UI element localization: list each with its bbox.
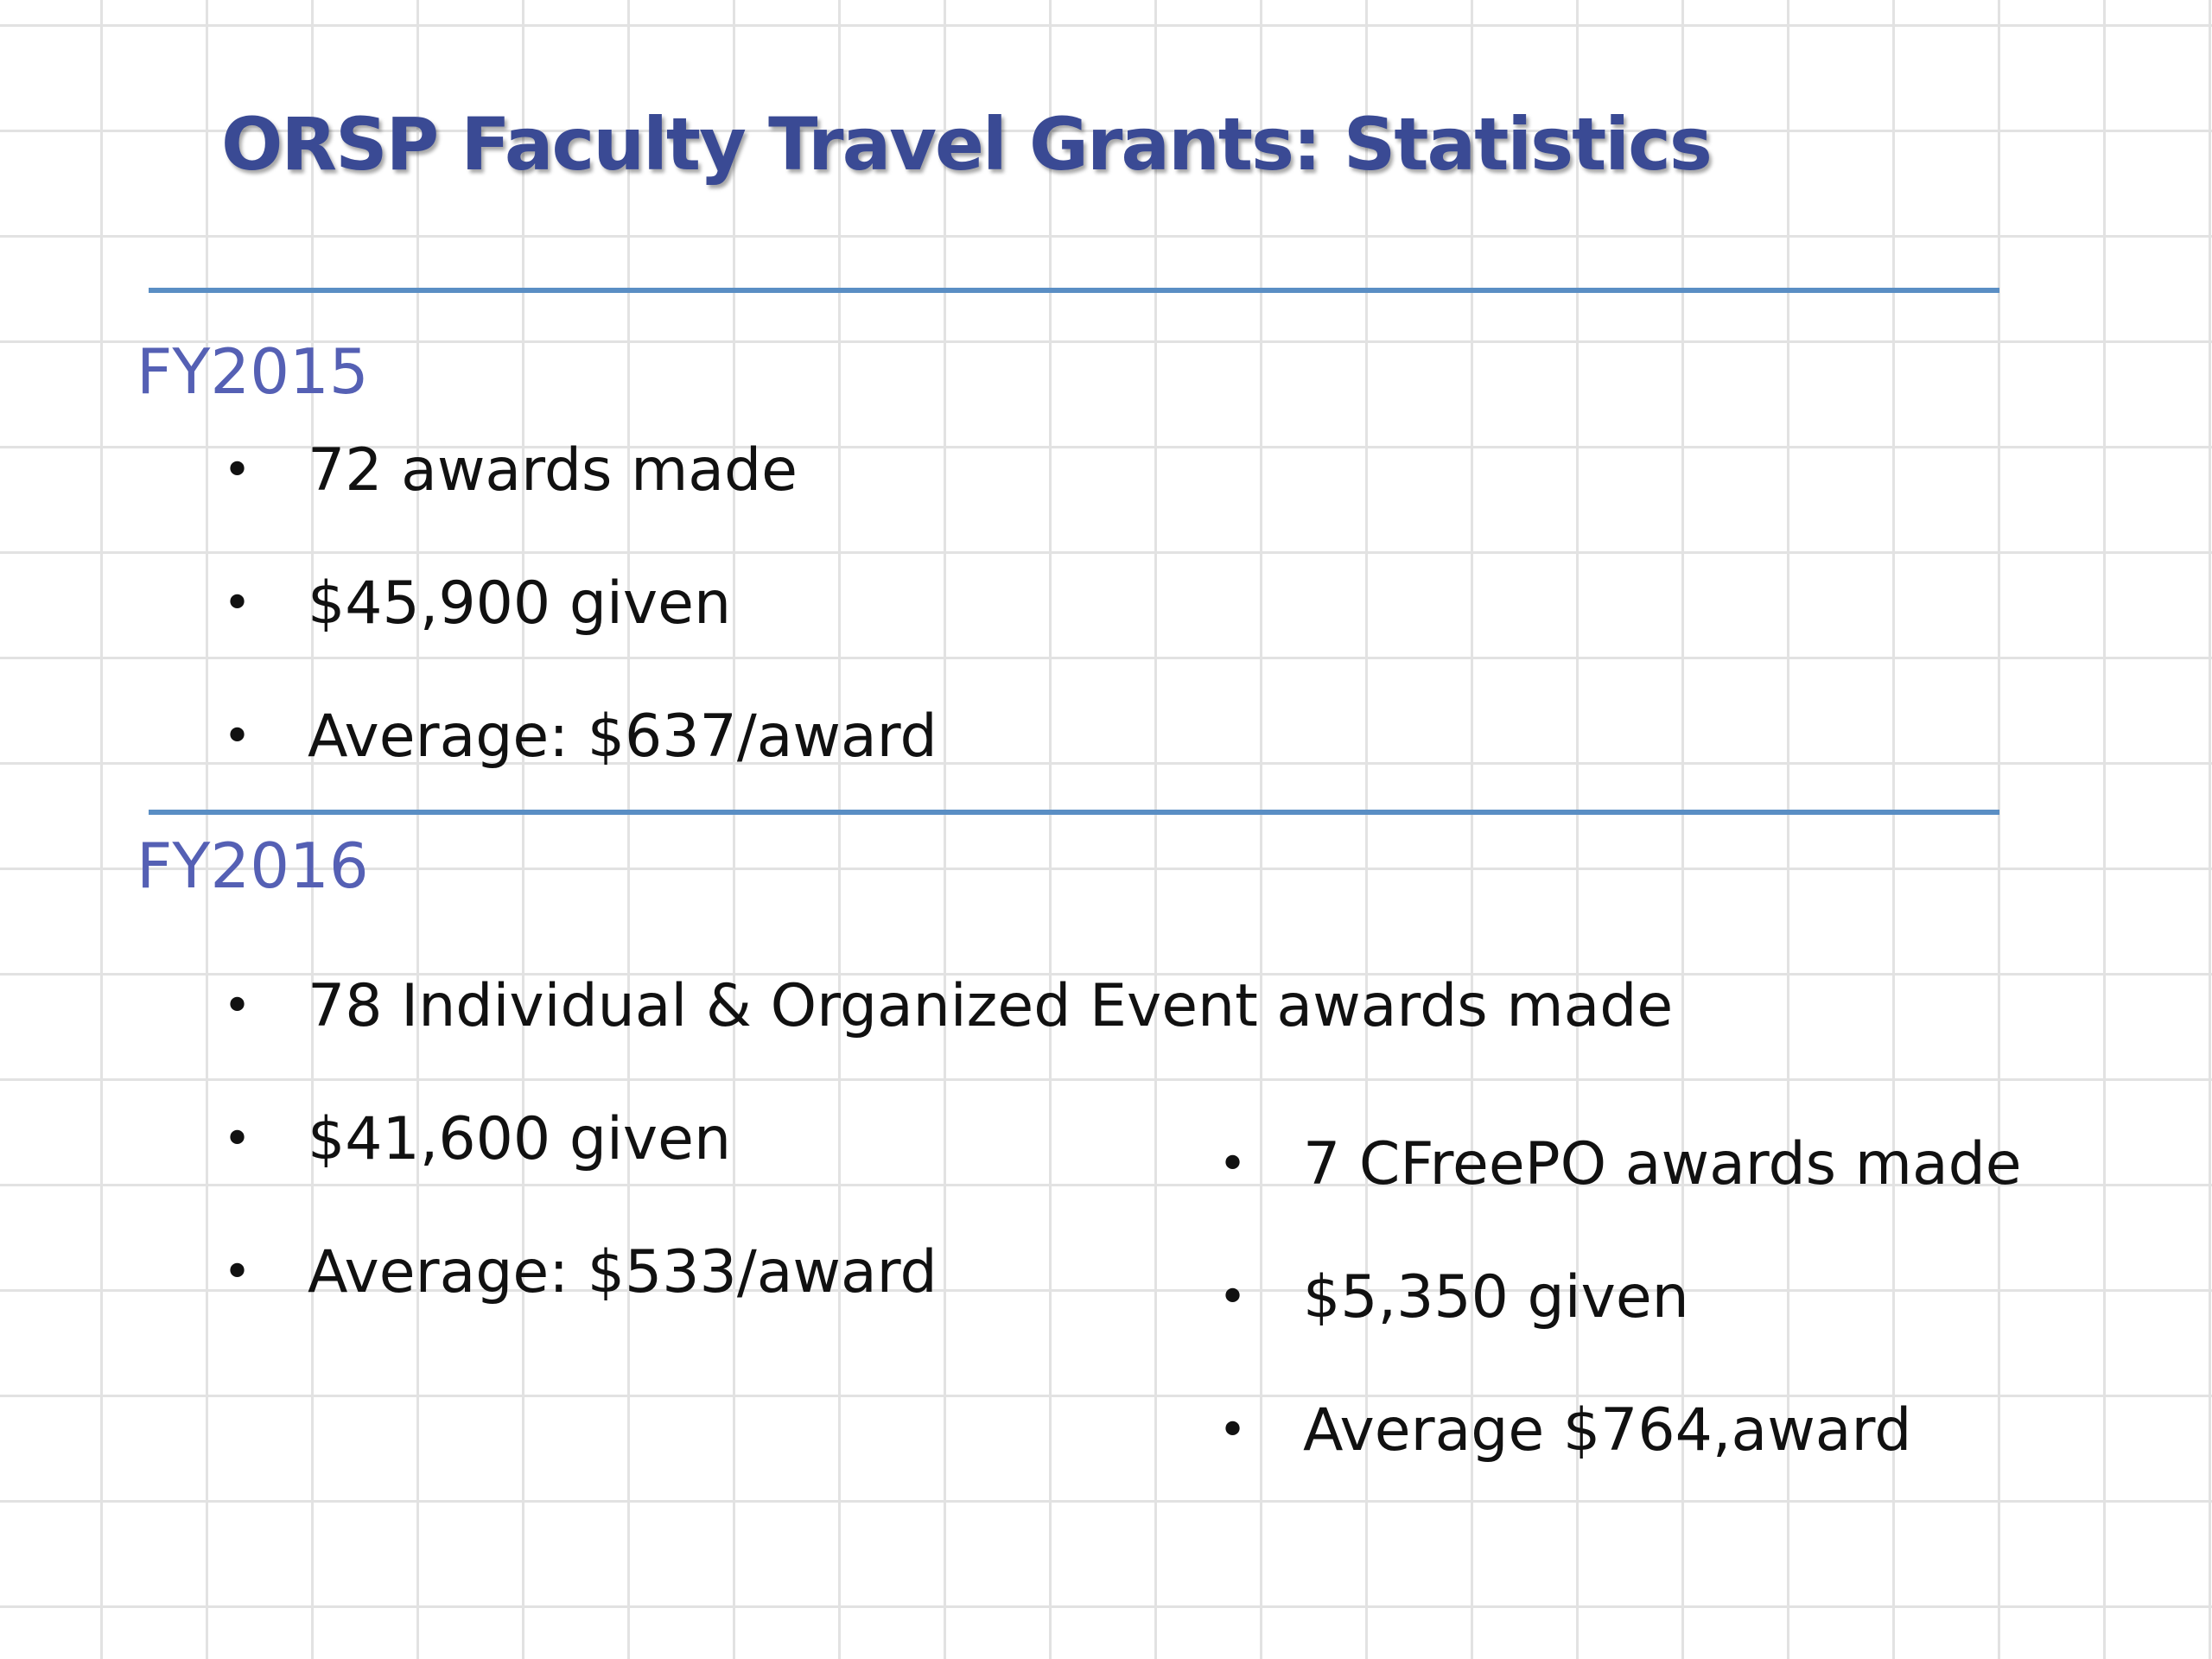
bullet-icon: •	[1218, 1269, 1248, 1325]
fy2016-heading: FY2016	[137, 830, 369, 902]
fy2016-cfreepo-average-award: Average $764,award	[1303, 1396, 1912, 1465]
fy2016-individual-amount-given: $41,600 given	[308, 1105, 732, 1173]
slide-title: ORSP Faculty Travel Grants: Statistics	[221, 102, 1713, 187]
bullet-icon: •	[1218, 1402, 1248, 1459]
bullet-icon: •	[223, 978, 252, 1034]
fy2016-individual-average-award: Average: $533/award	[308, 1238, 938, 1306]
bullet-icon: •	[223, 1111, 252, 1167]
fy2015-amount-given: $45,900 given	[308, 569, 732, 638]
bullet-icon: •	[1218, 1136, 1248, 1192]
bullet-icon: •	[223, 575, 252, 632]
bullet-icon: •	[223, 709, 252, 765]
fy2016-individual-awards-count: 78 Individual & Organized Event awards m…	[308, 972, 1674, 1040]
fy2015-average-award: Average: $637/award	[308, 702, 938, 771]
fy2015-awards-count: 72 awards made	[308, 436, 798, 505]
fy2016-cfreepo-awards-count: 7 CFreePO awards made	[1303, 1130, 2022, 1198]
bullet-icon: •	[223, 1244, 252, 1300]
fy2016-cfreepo-amount-given: $5,350 given	[1303, 1263, 1689, 1332]
bullet-icon: •	[223, 442, 252, 499]
section-divider-middle	[149, 810, 1999, 815]
section-divider-top	[149, 288, 1999, 293]
fy2015-heading: FY2015	[137, 335, 369, 408]
